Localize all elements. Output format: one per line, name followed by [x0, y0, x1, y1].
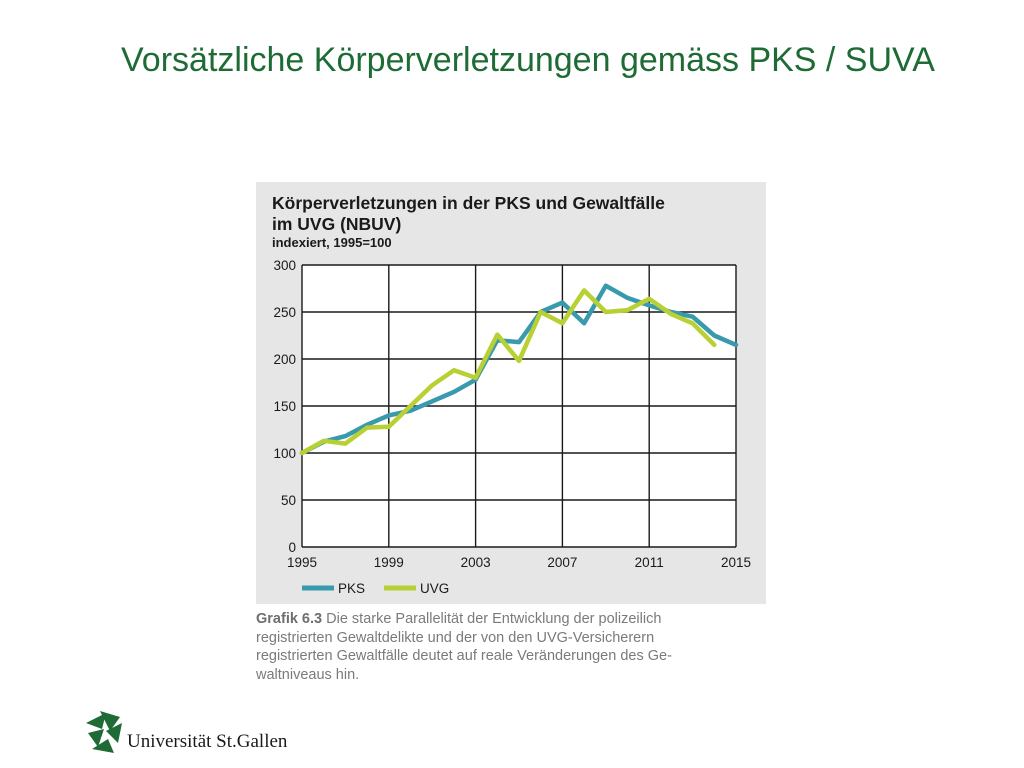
- caption-line-2: registrierten Gewaltdelikte und der von …: [256, 629, 655, 646]
- x-tick-label: 2007: [547, 555, 577, 570]
- series-line-uvg: [299, 288, 717, 456]
- y-tick-label: 250: [273, 305, 296, 320]
- caption-label: Grafik 6.3: [256, 611, 323, 627]
- logo-text: Universität St.Gallen: [127, 731, 288, 752]
- caption-line-3: registrierten Gewaltfälle deutet auf rea…: [256, 648, 672, 665]
- x-tick-label: 1999: [374, 555, 404, 570]
- chart-figure: Körperverletzungen in der PKS und Gewalt…: [256, 182, 766, 604]
- x-tick-label: 2011: [635, 555, 664, 570]
- x-tick-label: 2015: [721, 555, 751, 570]
- x-tick-label: 2003: [461, 555, 491, 570]
- grid: [301, 264, 737, 548]
- y-tick-label: 50: [281, 493, 296, 508]
- caption-line-4: waltniveaus hin.: [256, 666, 360, 683]
- y-tick-label: 300: [273, 258, 296, 273]
- legend: PKS UVG: [302, 581, 449, 596]
- y-tick-label: 200: [273, 352, 296, 367]
- legend-label-uvg: UVG: [420, 581, 449, 596]
- y-tick-label: 100: [273, 446, 296, 461]
- chart-title-line-1: Körperverletzungen in der PKS und Gewalt…: [272, 193, 665, 213]
- caption-line-1: Die starke Parallelität der Entwicklung …: [326, 611, 662, 627]
- chart-title-line-2: im UVG (NBUV): [272, 214, 401, 234]
- figure-caption: Grafik 6.3 Die starke Parallelität der E…: [256, 610, 766, 684]
- university-logo: [86, 711, 122, 753]
- y-tick-label: 0: [288, 540, 296, 555]
- x-tick-label: 1995: [287, 555, 317, 570]
- logo-mark-icon: [86, 711, 122, 753]
- slide-title: Vorsätzliche Körperverletzungen gemäss P…: [121, 41, 935, 79]
- series-lines: [299, 283, 739, 456]
- legend-label-pks: PKS: [338, 581, 365, 596]
- tick-labels: 0 50 100 150 200 250 300 1995 1999 2003 2007 2011 20…: [273, 258, 751, 570]
- y-tick-label: 150: [273, 399, 296, 414]
- chart-subtitle: indexiert, 1995=100: [272, 235, 392, 250]
- line-chart: Körperverletzungen in der PKS und Gewalt…: [272, 193, 751, 596]
